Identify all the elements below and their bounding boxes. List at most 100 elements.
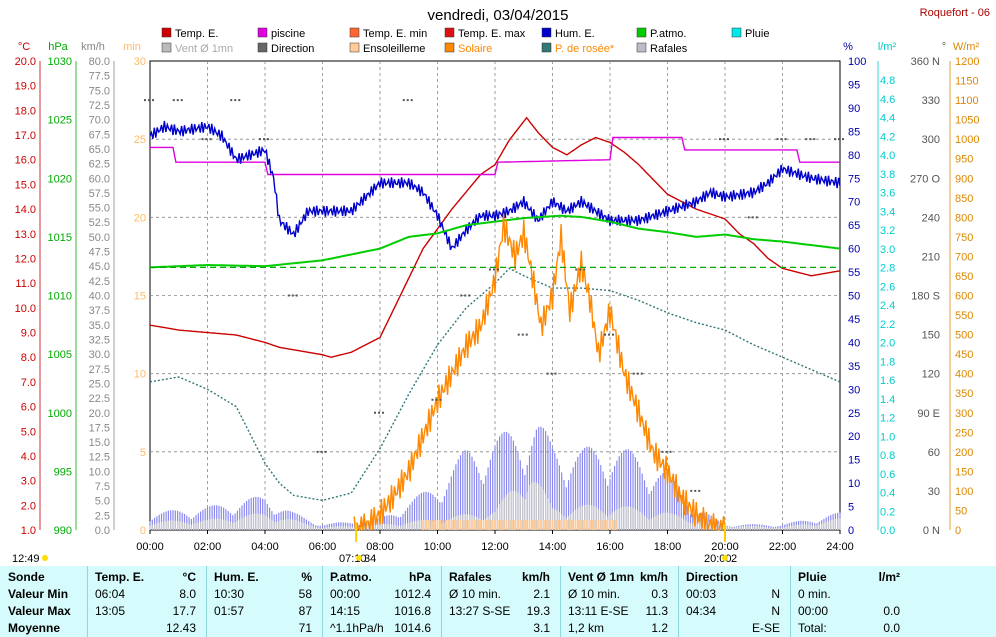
x-tick-label: 04:00 <box>251 541 279 553</box>
tick-label: 75.0 <box>89 85 110 97</box>
y-axes: 1.0 2.0 3.0 4.0 5.0 6.0 7.0 8.0 9.0 10.0 11.0 12.0 1… <box>15 41 980 537</box>
axis-unit: °C <box>18 41 30 53</box>
tick-label: 2.2 <box>880 319 895 331</box>
legend-label: Temp. E. <box>175 28 218 40</box>
tick-label: 75 <box>848 173 860 185</box>
tick-label: 70 <box>848 197 860 209</box>
tick-label: 32.5 <box>89 334 110 346</box>
tick-label: 0 <box>955 525 961 537</box>
tick-label: 1010 <box>48 291 72 303</box>
legend-label: Pluie <box>745 28 769 40</box>
tick-label: 850 <box>955 193 973 205</box>
tick-label: 50 <box>955 505 967 517</box>
tick-label: 12.0 <box>15 253 36 265</box>
sunrise-minutes: 34 <box>364 553 376 565</box>
legend-swatch <box>349 42 360 53</box>
legend-swatch <box>257 27 268 38</box>
direction-points <box>144 99 846 492</box>
tick-label: 700 <box>955 251 973 263</box>
table-cell-value: 1014.6 <box>394 621 431 635</box>
tick-label: 27.5 <box>89 364 110 376</box>
tick-label: 100 <box>848 56 866 68</box>
tick-label: 4.6 <box>880 94 895 106</box>
tick-label: 200 <box>955 447 973 459</box>
tick-label: 12.5 <box>89 452 110 464</box>
tick-label: 650 <box>955 271 973 283</box>
table-cell-left: 04:34 <box>686 604 717 618</box>
series-line-piscine <box>150 136 840 176</box>
tick-label: 0 N <box>923 525 940 537</box>
tick-label: 16.0 <box>15 155 36 167</box>
tick-label: 25.0 <box>89 378 110 390</box>
tick-label: 1050 <box>955 115 979 127</box>
tick-label: 600 <box>955 291 973 303</box>
table-cell-value: E-SE <box>751 621 780 635</box>
legend-label: Hum. E. <box>555 28 595 40</box>
tick-label: 5 <box>140 447 146 459</box>
legend-swatch <box>161 42 172 53</box>
table-cell-value: 1016.8 <box>394 604 431 618</box>
tick-label: 360 N <box>911 56 940 68</box>
tick-label: 55 <box>848 267 860 279</box>
x-tick-label: 12:00 <box>481 541 509 553</box>
tick-label: 20 <box>848 431 860 443</box>
tick-label: 4.4 <box>880 113 895 125</box>
tick-label: 0.0 <box>880 525 895 537</box>
tick-label: 67.5 <box>89 129 110 141</box>
tick-label: 30 <box>848 384 860 396</box>
table-header: Temp. E. <box>95 570 145 584</box>
tick-label: 1.2 <box>880 413 895 425</box>
legend-swatch <box>541 42 552 53</box>
tick-label: 90 <box>848 103 860 115</box>
tick-label: 30.0 <box>89 349 110 361</box>
table-cell-value: 8.0 <box>179 587 196 601</box>
tick-label: 10.0 <box>15 303 36 315</box>
tick-label: 800 <box>955 212 973 224</box>
table-header-unit: hPa <box>408 570 431 584</box>
tick-label: 25 <box>848 408 860 420</box>
tick-label: 22.5 <box>89 393 110 405</box>
x-tick-label: 08:00 <box>366 541 394 553</box>
table-cell-left: 01:57 <box>214 604 245 618</box>
table-cell-left: 13:11 E-SE <box>568 604 629 618</box>
legend-label: piscine <box>271 28 305 40</box>
legend-swatch <box>636 27 647 38</box>
table-cell-value: 11.3 <box>645 604 668 618</box>
tick-label: 1.8 <box>880 356 895 368</box>
tick-label: 990 <box>54 525 72 537</box>
tick-label: 5 <box>848 502 854 514</box>
table-cell-value: 17.7 <box>172 604 196 618</box>
legend-swatch <box>161 27 172 38</box>
tick-label: 19.0 <box>15 81 36 93</box>
tick-label: 120 <box>922 369 940 381</box>
tick-label: 60 <box>928 447 940 459</box>
table-cell-left: 13:05 <box>95 604 126 618</box>
table-header: Rafales <box>449 570 492 584</box>
tick-label: 450 <box>955 349 973 361</box>
tick-label: 1100 <box>955 95 979 107</box>
tick-label: 1200 <box>955 56 979 68</box>
table-row-label: Valeur Min <box>8 587 69 601</box>
table-cell-left: Ø 10 min. <box>449 587 502 601</box>
table-cell-value: 87 <box>298 604 312 618</box>
tick-label: 3.4 <box>880 206 895 218</box>
tick-label: 5.0 <box>21 426 36 438</box>
tick-label: 1020 <box>48 173 72 185</box>
tick-label: 1000 <box>48 408 72 420</box>
table-cell-left: 10:30 <box>214 587 245 601</box>
tick-label: 300 <box>955 408 973 420</box>
tick-label: 15 <box>848 455 860 467</box>
legend: Temp. E. piscine Temp. E. min Temp. E. max H… <box>161 27 769 55</box>
tick-label: 35.0 <box>89 320 110 332</box>
table-cell-left: 00:00 <box>330 587 361 601</box>
legend-label: P.atmo. <box>650 28 687 40</box>
table-cell-value: 71 <box>298 621 312 635</box>
table-cell-value: 1012.4 <box>394 587 431 601</box>
tick-label: 1.4 <box>880 394 895 406</box>
summary-table: Sonde Temp. E. °C Hum. E.% P.atmo. hPa Rafales… <box>0 566 996 637</box>
tick-label: 42.5 <box>89 276 110 288</box>
tick-label: 47.5 <box>89 247 110 259</box>
tick-label: 550 <box>955 310 973 322</box>
tick-label: 7.5 <box>95 481 110 493</box>
sunrise-time: 07:10 <box>339 553 367 565</box>
